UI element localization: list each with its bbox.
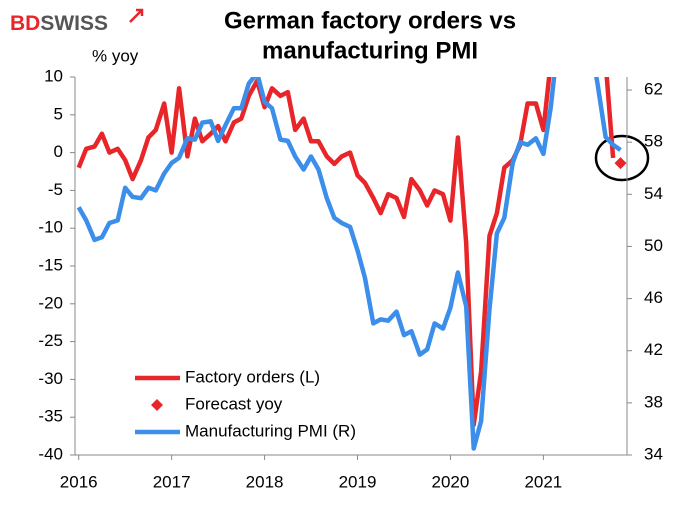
highlight-circle <box>594 134 650 182</box>
logo-bd: BD <box>10 12 40 35</box>
y2-tick-label: 50 <box>644 236 663 255</box>
y-tick-label: 5 <box>54 104 63 123</box>
y2-tick-label: 34 <box>644 444 663 463</box>
x-tick-label: 2018 <box>246 472 284 491</box>
y2-tick-label: 54 <box>644 184 663 203</box>
y2-tick-label: 46 <box>644 288 663 307</box>
chart-title: German factory orders vs <box>224 7 516 34</box>
data-line <box>76 77 622 451</box>
legend-swatch <box>151 399 163 411</box>
y-tick-label: -10 <box>38 218 63 237</box>
y-tick-label: -20 <box>38 293 63 312</box>
x-tick-label: 2020 <box>432 472 470 491</box>
y2-tick-label: 58 <box>644 132 663 151</box>
y-tick-label: -5 <box>48 180 63 199</box>
x-tick-label: 2021 <box>524 472 562 491</box>
y-tick-label: -35 <box>38 407 63 426</box>
forecast-marker <box>614 157 627 170</box>
chart-title: manufacturing PMI <box>262 37 478 64</box>
y-axis-label: % yoy <box>92 46 139 65</box>
y-tick-label: -40 <box>38 444 63 463</box>
y-tick-label: -30 <box>38 369 63 388</box>
legend-label: Forecast yoy <box>185 394 283 413</box>
x-tick-label: 2016 <box>60 472 98 491</box>
x-tick-label: 2019 <box>339 472 377 491</box>
y-tick-label: -15 <box>38 255 63 274</box>
data-line <box>76 77 616 428</box>
y-tick-label: 0 <box>54 142 63 161</box>
y2-tick-label: 42 <box>644 340 663 359</box>
logo-swiss: SWISS <box>40 12 108 35</box>
logo: BDSWISS <box>10 12 108 35</box>
y-tick-label: -25 <box>38 331 63 350</box>
y-tick-label: 10 <box>44 66 63 85</box>
legend-label: Manufacturing PMI (R) <box>185 421 356 440</box>
logo-arrow <box>129 8 144 23</box>
legend-label: Factory orders (L) <box>185 367 320 386</box>
y2-tick-label: 38 <box>644 392 663 411</box>
x-tick-label: 2017 <box>153 472 191 491</box>
y2-tick-label: 62 <box>644 80 663 99</box>
